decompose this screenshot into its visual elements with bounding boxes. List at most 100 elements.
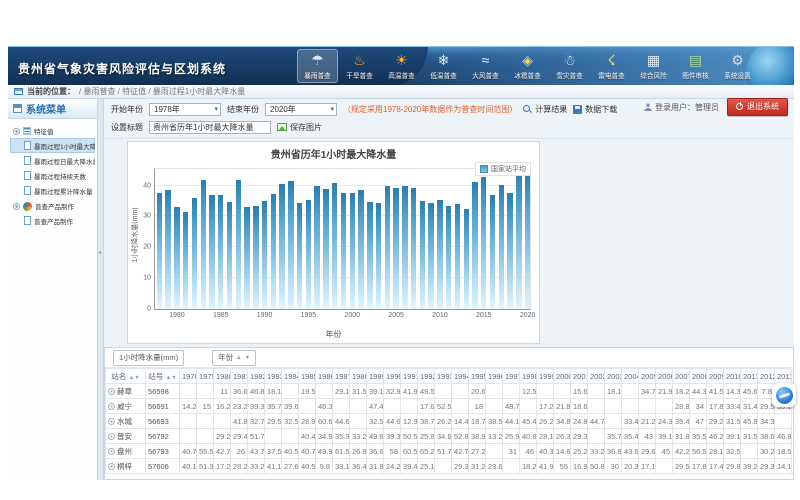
column-header-year[interactable]: 1979 [197, 369, 214, 384]
column-header-year[interactable]: 1987 [333, 369, 350, 384]
sidebar-item[interactable]: 普查产品制作 [10, 213, 95, 228]
column-header-year[interactable]: 2013 [775, 369, 792, 384]
column-header-year[interactable]: 1981 [231, 369, 248, 384]
tree-group-pie[interactable]: 普查产品制作 [10, 198, 95, 213]
column-header-year[interactable]: 1992 [418, 369, 435, 384]
expand-icon[interactable] [13, 203, 20, 210]
column-header-year[interactable]: 1993 [435, 369, 452, 384]
sidebar-title: 系统菜单 [26, 101, 66, 116]
column-header-year[interactable]: 1995 [469, 369, 486, 384]
screenshot-root: 贵州省气象灾害风险评估与区划系统 ☂暴雨普查♨干旱普查☀高温普查❄低温普查≈大风… [0, 0, 800, 500]
sidebar-item[interactable]: 暴雨过程1小时最大降水量 [10, 138, 95, 153]
tree-group-list[interactable]: 特征值 [10, 123, 95, 138]
column-header-year[interactable]: 2006 [656, 369, 673, 384]
nav-item-label: 系统设置 [718, 71, 757, 81]
column-header-year[interactable]: 1994 [452, 369, 469, 384]
value-cell: 41.9 [537, 459, 554, 474]
chart-plot: 0102030401980198519901995200020052010201… [154, 168, 531, 310]
column-header-year[interactable]: 2004 [622, 369, 639, 384]
value-cell [639, 399, 656, 414]
document-icon [24, 156, 31, 165]
column-header-year[interactable]: 2007 [673, 369, 690, 384]
value-cell: 13.2 [486, 429, 503, 444]
chart-bar [367, 202, 372, 309]
value-cell: 49.6 [367, 429, 384, 444]
column-header-year[interactable]: 1999 [537, 369, 554, 384]
column-header-year[interactable]: 1989 [367, 369, 384, 384]
column-header-year[interactable]: 1996 [486, 369, 503, 384]
breadcrumb-path[interactable]: / 暴雨普查 / 特征值 / 暴雨过程1小时最大降水量 [79, 85, 245, 99]
column-header-year[interactable]: 2003 [605, 369, 622, 384]
column-header-year[interactable]: 2001 [571, 369, 588, 384]
value-cell: 48.7 [503, 399, 520, 414]
year-sort-box[interactable]: 年份▲▼ [212, 350, 256, 366]
value-cell [350, 399, 367, 414]
sort-asc-icon: ▲ [236, 355, 241, 361]
column-header-year[interactable]: 1988 [350, 369, 367, 384]
value-cell: 45.8 [741, 414, 758, 429]
floating-plugin-button[interactable] [772, 383, 796, 407]
nav-item-map-review[interactable]: ▤图件审核 [675, 49, 716, 83]
data-download-button[interactable]: 数据下载 [573, 104, 617, 115]
column-header-year[interactable]: 2008 [690, 369, 707, 384]
column-header-year[interactable]: 1984 [282, 369, 299, 384]
measure-filter-box[interactable]: 1小时降水量(mm) [113, 350, 184, 366]
row-expander-icon[interactable] [108, 418, 115, 425]
nav-item-rainstorm[interactable]: ☂暴雨普查 [297, 49, 338, 83]
nav-item-settings[interactable]: ⚙系统设置 [717, 49, 758, 83]
value-cell: 29.5 [265, 414, 282, 429]
column-header-year[interactable]: 2012 [758, 369, 775, 384]
column-header-year[interactable]: 1991 [401, 369, 418, 384]
column-header-year[interactable]: 2009 [707, 369, 724, 384]
value-cell: 18.1 [265, 384, 282, 399]
column-header-year[interactable]: 1997 [503, 369, 520, 384]
nav-item-hail[interactable]: ◈冰雹普查 [507, 49, 548, 83]
sidebar-item[interactable]: 暴雨过程累计降水量 [10, 183, 95, 198]
row-expander-icon[interactable] [108, 403, 115, 410]
end-year-select[interactable]: 2020年▾ [265, 103, 337, 116]
filter-funnel-icon: ▼ [245, 355, 250, 361]
chart-title-input[interactable] [149, 121, 271, 134]
logout-button[interactable]: 退出系统 [727, 98, 788, 116]
column-header-year[interactable]: 2000 [554, 369, 571, 384]
column-header-year[interactable]: 1998 [520, 369, 537, 384]
nav-item-lightning[interactable]: ☇雷电普查 [591, 49, 632, 83]
column-header-year[interactable]: 1982 [248, 369, 265, 384]
column-header-year[interactable]: 1978 [180, 369, 197, 384]
save-image-button[interactable]: 保存图片 [277, 122, 322, 133]
row-expander-icon[interactable] [108, 448, 115, 455]
nav-item-drought[interactable]: ♨干旱普查 [339, 49, 380, 83]
column-header-year[interactable]: 1983 [265, 369, 282, 384]
calc-result-button[interactable]: 计算结果 [523, 104, 567, 115]
row-expander-icon[interactable] [108, 433, 115, 440]
column-header-year[interactable]: 2014 [792, 369, 794, 384]
column-header-year[interactable]: 1985 [299, 369, 316, 384]
value-cell: 31.2 [469, 459, 486, 474]
start-year-select[interactable]: 1978年▾ [149, 103, 221, 116]
value-cell: 43.6 [622, 444, 639, 459]
column-header-year[interactable]: 2005 [639, 369, 656, 384]
nav-item-high-temp[interactable]: ☀高温普查 [381, 49, 422, 83]
column-header-station-id[interactable]: 站号 ▲▼ [146, 369, 180, 384]
value-cell [452, 384, 469, 399]
end-year-value: 2020年 [270, 104, 296, 115]
x-tick-label: 2020 [520, 312, 536, 319]
column-header-year[interactable]: 1986 [316, 369, 333, 384]
value-cell [622, 399, 639, 414]
row-expander-icon[interactable] [108, 463, 115, 470]
expand-icon[interactable] [13, 128, 20, 135]
nav-item-snow[interactable]: ☃雪灾普查 [549, 49, 590, 83]
nav-item-low-temp[interactable]: ❄低温普查 [423, 49, 464, 83]
column-header-station-name[interactable]: 站名 ▲▼ [106, 369, 146, 384]
column-header-year[interactable]: 2002 [588, 369, 605, 384]
row-expander-icon[interactable] [108, 388, 115, 395]
nav-item-risk[interactable]: ▦综合风险 [633, 49, 674, 83]
nav-item-wind[interactable]: ≈大风普查 [465, 49, 506, 83]
column-header-year[interactable]: 2011 [741, 369, 758, 384]
column-header-year[interactable]: 2010 [724, 369, 741, 384]
sidebar-item[interactable]: 暴雨过程日最大降水量 [10, 153, 95, 168]
column-header-year[interactable]: 1980 [214, 369, 231, 384]
table-scroll-container[interactable]: 站名 ▲▼站号 ▲▼197819791980198119821983198419… [105, 368, 793, 479]
sidebar-item[interactable]: 暴雨过程持续天数 [10, 168, 95, 183]
column-header-year[interactable]: 1990 [384, 369, 401, 384]
